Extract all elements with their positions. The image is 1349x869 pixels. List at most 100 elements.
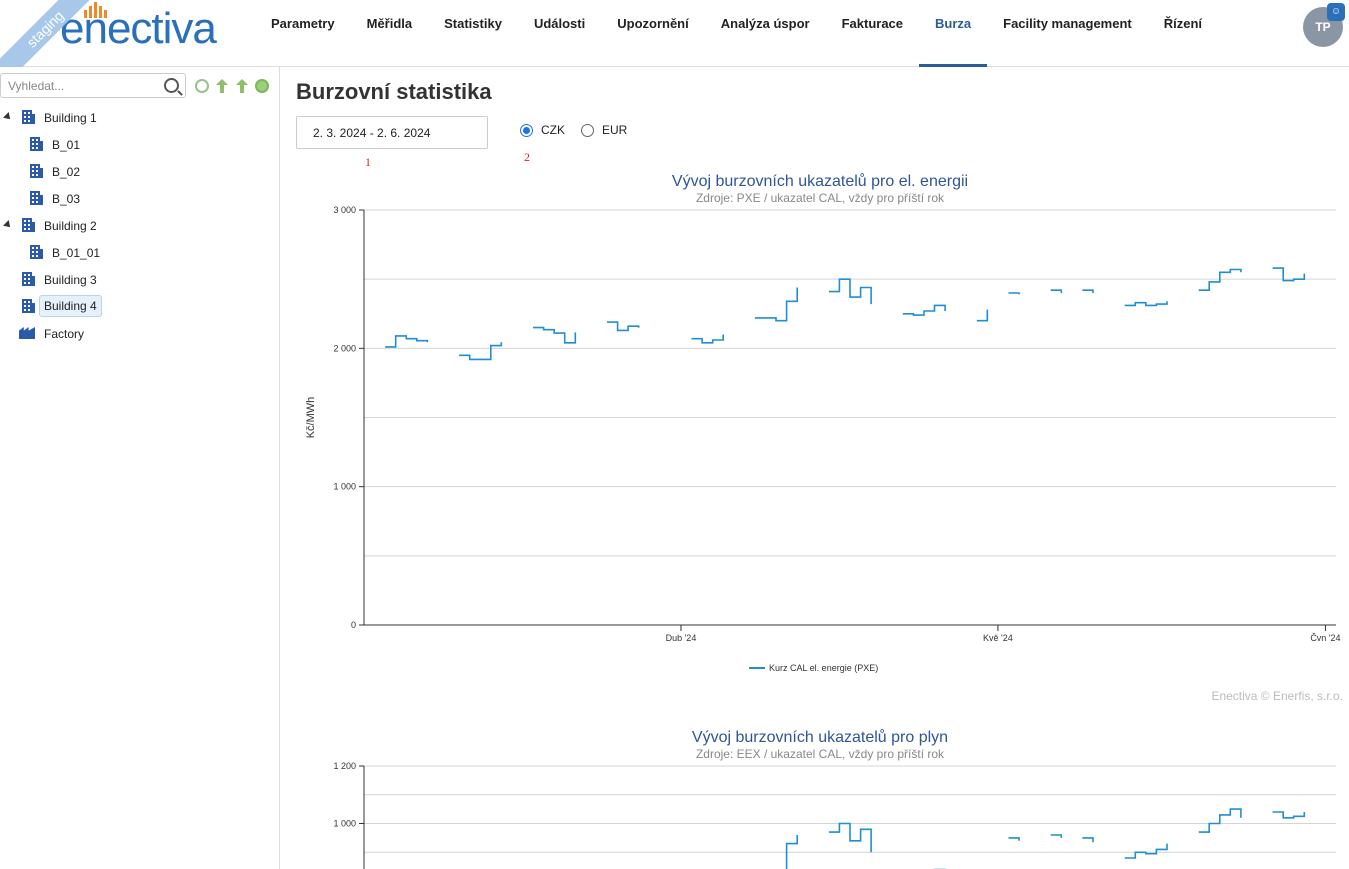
tree-item[interactable]: Building 1 <box>0 104 280 131</box>
series-line-segment <box>385 335 429 348</box>
series-line-segment <box>754 287 799 322</box>
sidebar: Building 1 B_01 B_02 B_03 Building 2 B_01_01 B… <box>0 67 280 869</box>
series-line-segment <box>607 321 640 332</box>
nav-item-7[interactable]: Fakturace <box>841 16 904 31</box>
electricity-chart-svg: Vývoj burzovních ukazatelů pro el. energ… <box>305 172 1341 673</box>
main-content: Burzovní statistika 1 2 CZK EUR Vývoj bu… <box>281 67 1349 869</box>
tree-item[interactable]: B_01 <box>0 131 280 158</box>
x-tick-label: Kvě '24 <box>983 633 1013 643</box>
tree-item-label[interactable]: B_02 <box>52 165 81 179</box>
expand-toggle-icon[interactable] <box>3 112 13 122</box>
tree-item[interactable]: B_03 <box>0 185 280 212</box>
arrow-up-icon[interactable] <box>235 79 249 93</box>
tree-item-label[interactable]: B_01_01 <box>52 246 101 260</box>
series-line-segment <box>1050 834 1063 838</box>
page-title: Burzovní statistika <box>296 79 492 104</box>
expand-toggle-icon[interactable] <box>3 220 13 230</box>
building-icon <box>22 218 35 232</box>
nav-item-4[interactable]: Události <box>533 16 586 31</box>
search-box <box>0 73 186 98</box>
target-icon[interactable] <box>195 79 209 93</box>
object-tree: Building 1 B_01 B_02 B_03 Building 2 B_01_01 B… <box>0 104 280 347</box>
tree-item-label[interactable]: Factory <box>44 327 85 341</box>
series-line-segment <box>1272 811 1306 819</box>
y-tick-label: 2 000 <box>333 343 356 353</box>
logo[interactable]: enectiva <box>60 4 217 53</box>
tree-item[interactable]: Building 3 <box>0 266 280 293</box>
y-axis-label: Kč/MWh <box>305 397 317 439</box>
y-tick-label: 1 000 <box>333 819 356 829</box>
radio-checked-icon[interactable] <box>520 123 533 137</box>
tree-item-label[interactable]: Building 2 <box>44 219 97 233</box>
series-line-segment <box>1050 289 1063 293</box>
tree-item-label[interactable]: B_03 <box>52 192 81 206</box>
top-header: enectiva staging Parametry Měřidla Statist… <box>0 0 1349 90</box>
gas-chart-svg: Vývoj burzovních ukazatelů pro plynZdroj… <box>333 728 1336 869</box>
nav-item-8[interactable]: Burza <box>919 0 988 67</box>
building-icon <box>30 164 43 178</box>
currency-czk-radio[interactable]: CZK <box>520 123 565 137</box>
x-tick-label: Čvn '24 <box>1310 633 1340 643</box>
chart-subtitle: Zdroje: PXE / ukazatel CAL, vždy pro pří… <box>696 191 945 205</box>
annotation-marker-2: 2 <box>524 150 530 164</box>
currency-czk-label: CZK <box>541 123 565 137</box>
nav-item-2[interactable]: Měřidla <box>366 16 413 31</box>
tree-item-label[interactable]: B_01 <box>52 138 81 152</box>
building-icon <box>22 272 35 286</box>
nav-item-10[interactable]: Řízení <box>1163 16 1203 31</box>
tree-item-label[interactable]: Building 4 <box>39 295 102 317</box>
series-line-segment <box>785 835 799 869</box>
x-tick-label: Dub '24 <box>666 633 697 643</box>
series-line-segment <box>1082 837 1094 843</box>
nav-item-9[interactable]: Facility management <box>1003 16 1132 31</box>
tree-tools <box>195 79 269 93</box>
series-line-segment <box>691 334 725 344</box>
tree-item-label[interactable]: Building 1 <box>44 111 97 125</box>
currency-eur-radio[interactable]: EUR <box>581 123 627 137</box>
series-line-segment <box>976 309 989 322</box>
series-line-segment <box>1198 808 1242 833</box>
mask-icon[interactable]: ☺ <box>1327 3 1345 21</box>
building-icon <box>30 191 43 205</box>
nav-item-5[interactable]: Upozornění <box>617 16 689 31</box>
date-range-input[interactable] <box>296 116 488 149</box>
series-line-segment <box>1008 837 1020 841</box>
series-line-segment <box>1124 843 1168 859</box>
radio-unchecked-icon[interactable] <box>581 123 594 137</box>
series-line-segment <box>1082 289 1094 293</box>
tree-item[interactable]: B_02 <box>0 158 280 185</box>
search-icon[interactable] <box>164 78 179 93</box>
arrow-right-icon[interactable] <box>215 79 229 93</box>
nav-item-1[interactable]: Parametry <box>271 16 335 31</box>
series-line-segment <box>1124 301 1168 307</box>
factory-icon <box>19 327 35 339</box>
tree-item-label[interactable]: Building 3 <box>44 273 97 287</box>
series-line-segment <box>828 822 872 853</box>
series-line-segment <box>533 326 577 344</box>
series-line-segment <box>1008 292 1020 295</box>
nav-item-3[interactable]: Statistiky <box>444 16 502 31</box>
tree-item[interactable]: Building 2 <box>0 212 280 239</box>
chart-title: Vývoj burzovních ukazatelů pro el. energ… <box>672 172 968 190</box>
tree-item[interactable]: B_01_01 <box>0 239 280 266</box>
chart-title: Vývoj burzovních ukazatelů pro plyn <box>692 728 948 746</box>
y-tick-label: 1 200 <box>333 761 356 771</box>
tree-item[interactable]: Building 4 <box>0 293 280 320</box>
gas-chart: Vývoj burzovních ukazatelů pro plyn Zdroj… <box>281 723 1349 869</box>
electricity-chart: Vývoj burzovních ukazatelů pro el. energ… <box>281 167 1349 697</box>
main-nav: Parametry Měřidla Statistiky Události Upozor… <box>255 0 1218 67</box>
building-icon <box>30 245 43 259</box>
series-line-segment <box>1198 268 1242 291</box>
search-input[interactable] <box>1 74 151 97</box>
legend-item[interactable]: Kurz CAL el. energie (PXE) <box>769 663 878 673</box>
credit-text: Enectiva © Enerfis, s.r.o. <box>1211 689 1343 703</box>
y-tick-label: 3 000 <box>333 205 356 215</box>
nav-item-6[interactable]: Analýza úspor <box>720 16 810 31</box>
annotation-marker-1: 1 <box>365 155 371 169</box>
building-icon <box>22 299 35 313</box>
series-line-segment <box>459 342 503 361</box>
logo-bars-icon <box>84 0 114 18</box>
series-line-segment <box>828 278 872 305</box>
add-icon[interactable] <box>255 79 269 93</box>
tree-item[interactable]: Factory <box>0 320 280 347</box>
